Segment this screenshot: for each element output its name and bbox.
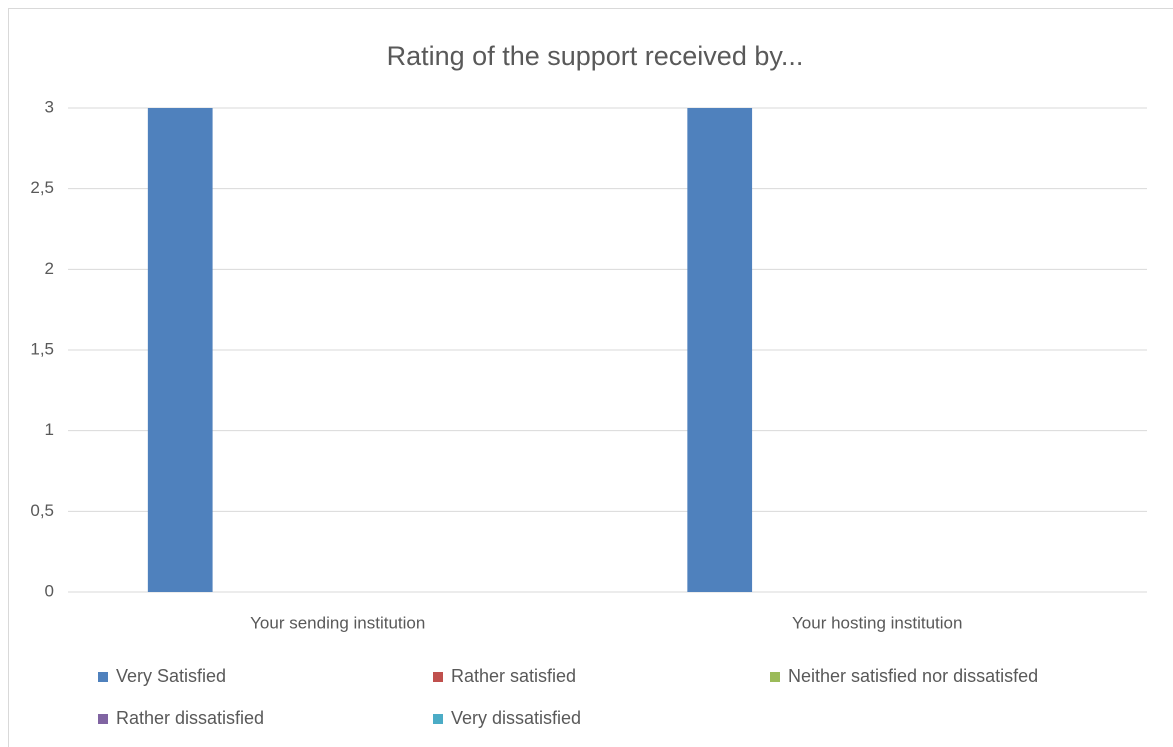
legend-swatch xyxy=(433,672,443,682)
legend-label: Very Satisfied xyxy=(116,666,226,686)
y-tick-label: 2 xyxy=(45,259,54,278)
legend-label: Neither satisfied nor dissatisfed xyxy=(788,666,1038,686)
y-tick-label: 1 xyxy=(45,420,54,439)
chart-title: Rating of the support received by... xyxy=(387,41,804,71)
x-tick-label: Your sending institution xyxy=(250,613,425,632)
y-tick-label: 0 xyxy=(45,581,54,600)
legend-swatch xyxy=(770,672,780,682)
y-tick-label: 3 xyxy=(45,97,54,116)
y-tick-label: 1,5 xyxy=(30,339,54,358)
x-tick-label: Your hosting institution xyxy=(792,613,962,632)
bar xyxy=(147,108,213,592)
legend-swatch xyxy=(433,714,443,724)
y-tick-label: 2,5 xyxy=(30,178,54,197)
legend-label: Rather dissatisfied xyxy=(116,708,264,728)
legend-label: Rather satisfied xyxy=(451,666,576,686)
legend-swatch xyxy=(98,714,108,724)
bar xyxy=(687,108,753,592)
legend-swatch xyxy=(98,672,108,682)
legend-label: Very dissatisfied xyxy=(451,708,581,728)
y-tick-label: 0,5 xyxy=(30,501,54,520)
